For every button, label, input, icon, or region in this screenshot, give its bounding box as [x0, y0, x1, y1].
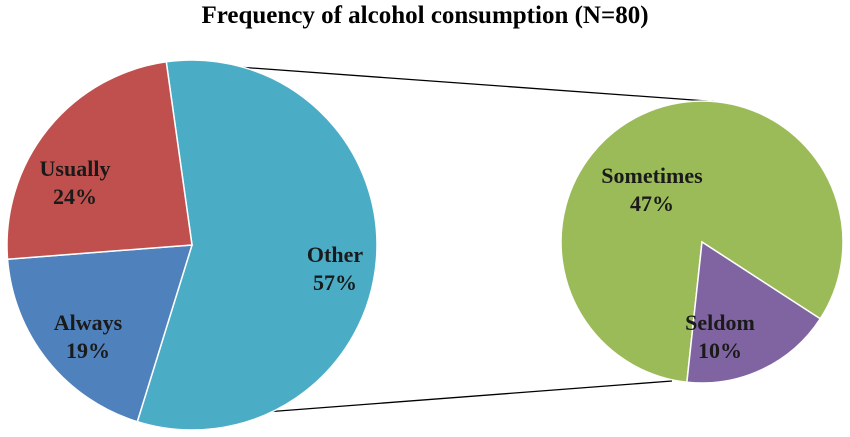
data-label-seldom: Seldom 10%: [685, 310, 755, 363]
data-label-other: Other 57%: [307, 242, 363, 295]
data-label-always: Always 19%: [54, 310, 123, 363]
chart-title: Frequency of alcohol consumption (N=80): [201, 2, 649, 29]
data-label-usually: Usually 24%: [40, 156, 111, 209]
pie-slice-usually: [6, 60, 193, 260]
connector-line-top: [166, 61, 715, 103]
pie-slice-seldom: [686, 240, 822, 384]
pie-slice-other: [136, 59, 378, 431]
pie-slice-always: [6, 244, 194, 423]
data-label-sometimes: Sometimes 47%: [601, 163, 703, 216]
